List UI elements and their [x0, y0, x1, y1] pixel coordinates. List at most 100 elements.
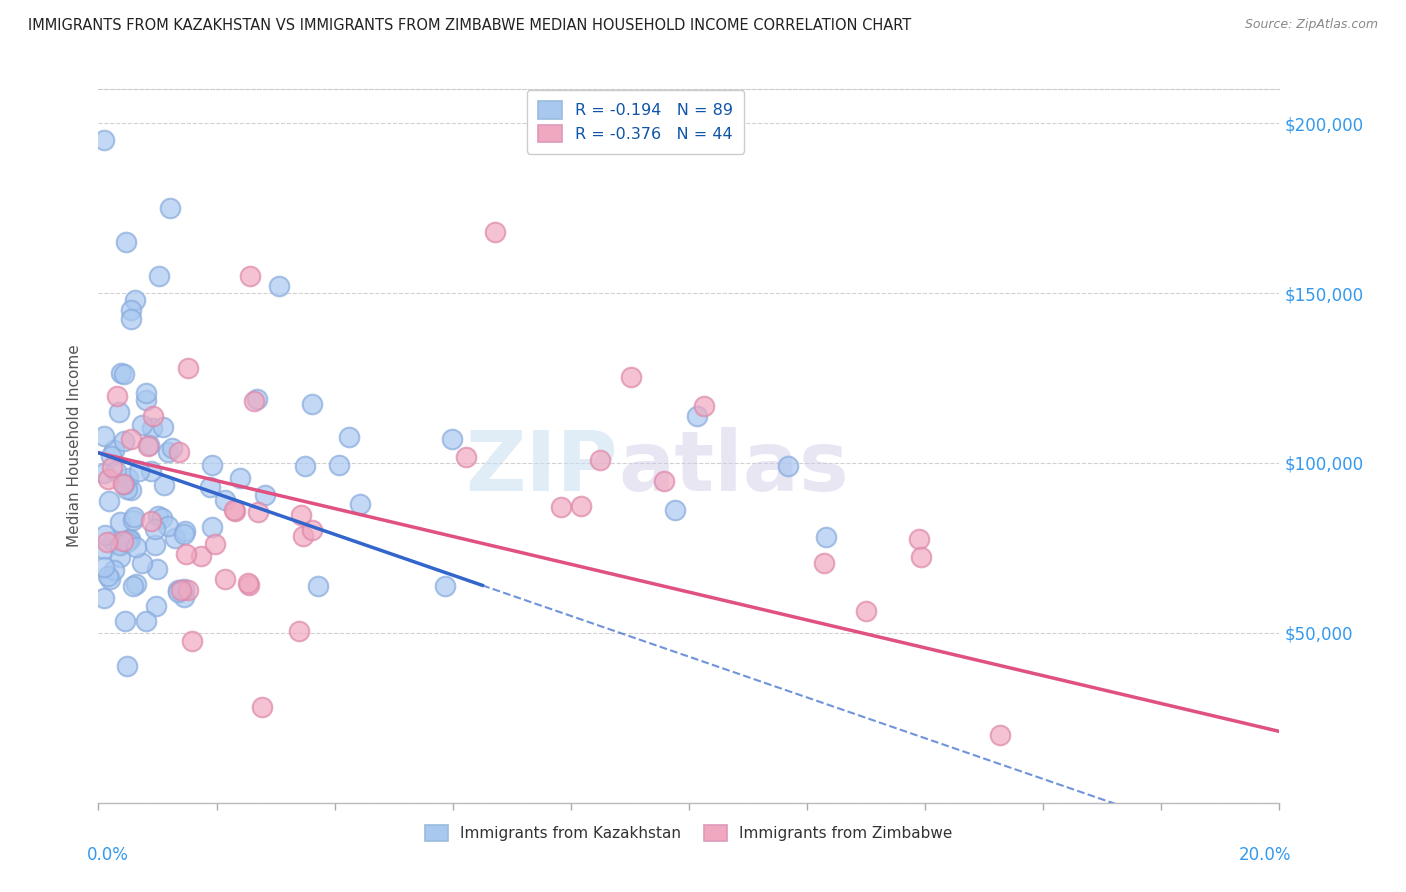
Text: ZIP: ZIP [465, 427, 619, 508]
Point [122, 513, 145, 527]
Point [620, 370, 643, 384]
Point [160, 441, 183, 455]
Point [146, 562, 169, 576]
Point [105, 464, 128, 478]
Point [484, 225, 506, 239]
Point [111, 476, 134, 491]
Point [287, 624, 309, 638]
Point [98, 572, 121, 586]
Point [125, 577, 148, 591]
Point [131, 556, 153, 570]
Point [159, 201, 181, 215]
Point [167, 444, 190, 458]
Point [238, 578, 260, 592]
Point [135, 392, 157, 407]
Point [96, 534, 118, 549]
Point [290, 508, 312, 522]
Point [122, 510, 145, 524]
Point [139, 514, 162, 528]
Point [569, 499, 592, 513]
Point [664, 503, 686, 517]
Point [440, 432, 463, 446]
Point [201, 520, 224, 534]
Point [148, 269, 170, 284]
Point [117, 471, 139, 485]
Point [143, 538, 166, 552]
Point [112, 534, 135, 549]
Point [224, 504, 246, 518]
Point [120, 303, 142, 318]
Point [173, 582, 195, 596]
Point [94, 528, 117, 542]
Point [97, 471, 120, 485]
Point [250, 699, 273, 714]
Point [115, 659, 138, 673]
Point [110, 549, 132, 564]
Point [214, 492, 236, 507]
Point [118, 533, 141, 547]
Point [550, 500, 572, 514]
Point [222, 502, 245, 516]
Point [291, 529, 314, 543]
Point [120, 532, 142, 546]
Point [254, 488, 277, 502]
Point [114, 235, 136, 249]
Point [120, 312, 142, 326]
Point [307, 579, 329, 593]
Point [93, 560, 115, 574]
Legend: Immigrants from Kazakhstan, Immigrants from Zimbabwe: Immigrants from Kazakhstan, Immigrants f… [418, 817, 960, 848]
Point [103, 534, 125, 549]
Point [93, 133, 115, 147]
Point [142, 409, 165, 423]
Point [181, 634, 204, 648]
Point [337, 430, 360, 444]
Point [93, 429, 115, 443]
Text: 20.0%: 20.0% [1239, 846, 1291, 863]
Point [815, 530, 838, 544]
Y-axis label: Median Household Income: Median Household Income [67, 344, 83, 548]
Point [908, 532, 931, 546]
Point [328, 458, 350, 472]
Point [101, 459, 124, 474]
Point [294, 458, 316, 473]
Point [135, 614, 157, 628]
Point [456, 450, 478, 465]
Point [114, 614, 136, 628]
Point [243, 393, 266, 408]
Point [434, 579, 457, 593]
Point [138, 438, 160, 452]
Point [138, 439, 160, 453]
Point [110, 367, 132, 381]
Point [93, 466, 115, 480]
Point [204, 537, 226, 551]
Point [692, 400, 714, 414]
Point [128, 464, 150, 478]
Point [148, 508, 170, 523]
Point [176, 547, 198, 561]
Point [152, 419, 174, 434]
Point [139, 464, 162, 478]
Point [239, 269, 262, 284]
Point [150, 511, 173, 525]
Point [246, 392, 269, 406]
Point [135, 386, 157, 401]
Point [174, 524, 197, 538]
Point [173, 526, 195, 541]
Point [125, 540, 148, 554]
Point [112, 367, 135, 381]
Point [98, 494, 121, 508]
Point [131, 418, 153, 433]
Point [652, 474, 675, 488]
Point [301, 524, 323, 538]
Point [190, 549, 212, 563]
Point [143, 523, 166, 537]
Point [105, 389, 128, 403]
Point [93, 542, 115, 557]
Point [229, 471, 252, 485]
Point [97, 569, 120, 583]
Point [93, 591, 115, 606]
Point [112, 434, 135, 448]
Point [170, 583, 193, 598]
Point [167, 582, 190, 597]
Text: atlas: atlas [619, 427, 849, 508]
